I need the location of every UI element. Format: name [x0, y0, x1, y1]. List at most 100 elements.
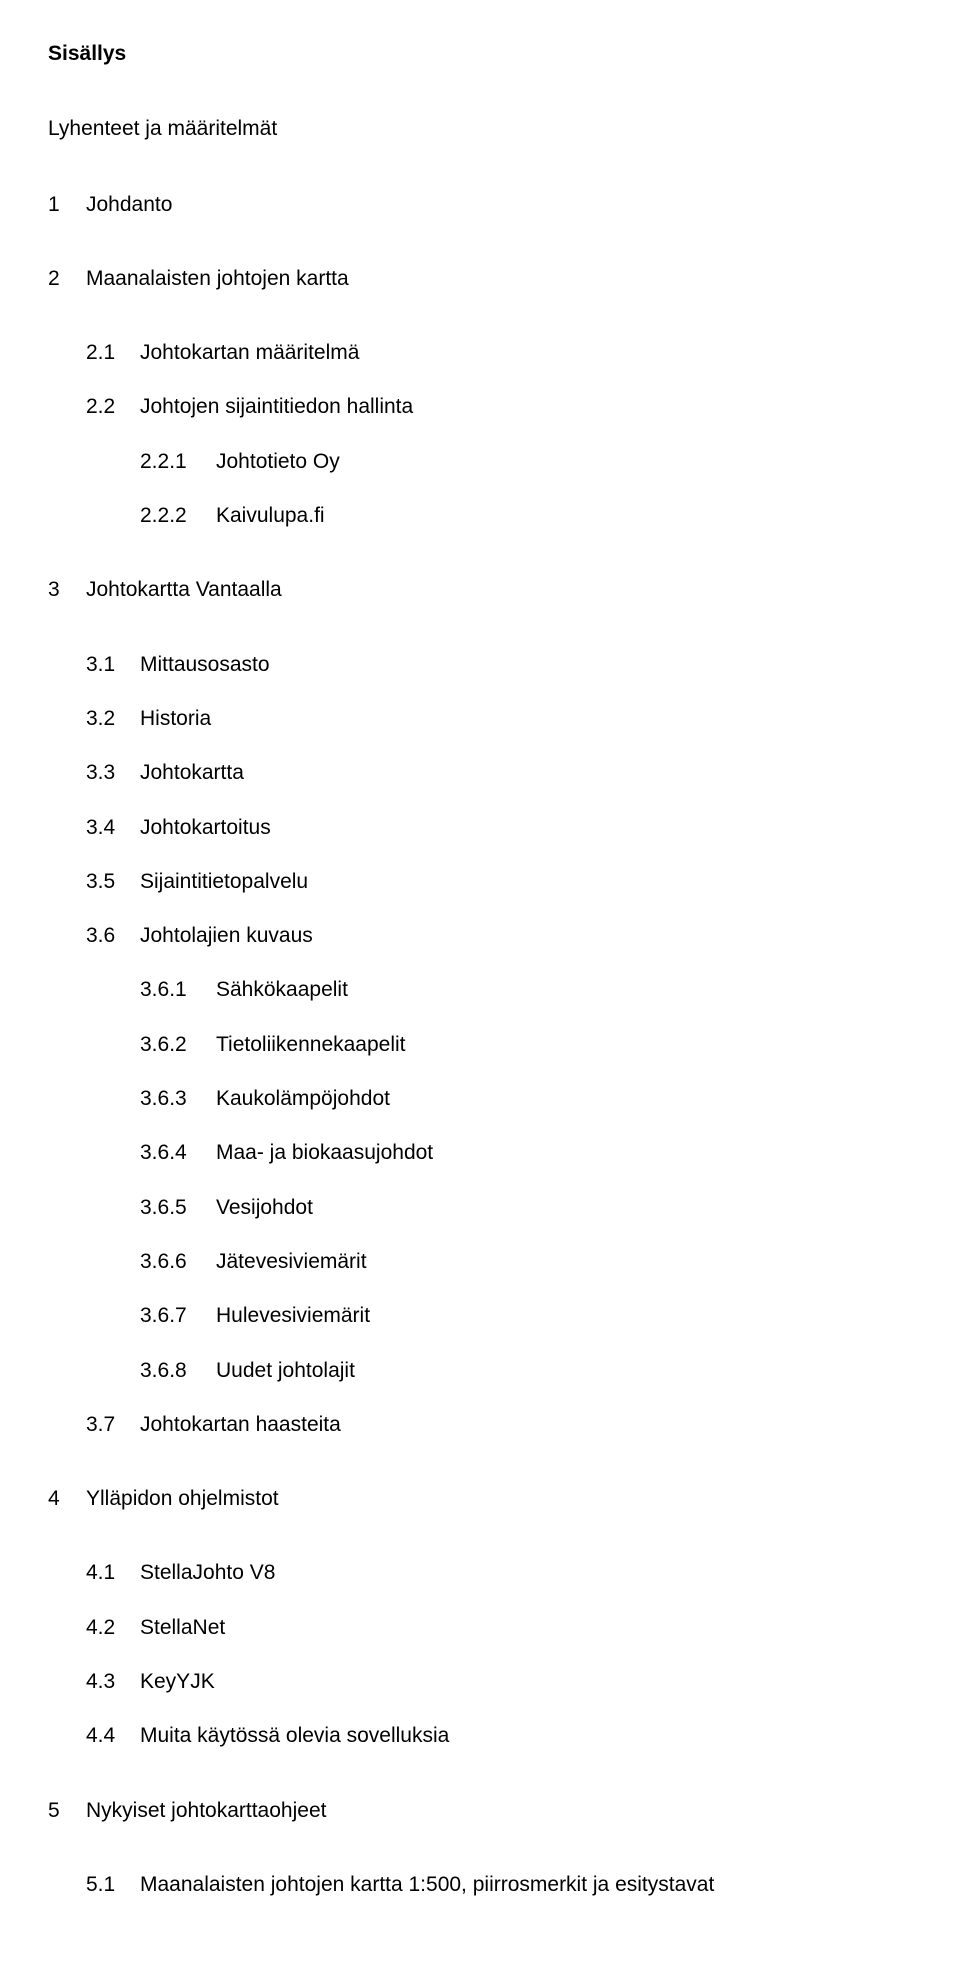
toc-entry-text: Hulevesiviemärit [216, 1302, 370, 1329]
toc-entry-text: KeyYJK [140, 1668, 215, 1695]
toc-entry: 3.3Johtokartta9 [48, 759, 960, 786]
toc-entry: 3.5Sijaintitietopalvelu16 [48, 868, 960, 895]
toc-entry-label: 4.1StellaJohto V8 [86, 1559, 275, 1586]
toc-title: Sisällys [48, 40, 960, 67]
toc-entry-label: 5.1Maanalaisten johtojen kartta 1:500, p… [86, 1871, 714, 1898]
section-gap [48, 1539, 960, 1559]
toc-entry-text: Historia [140, 705, 211, 732]
toc-entry-text: Johtokartta Vantaalla [86, 576, 282, 603]
toc-entry: 5Nykyiset johtokarttaohjeet31 [48, 1797, 960, 1824]
toc-entry-label: 2Maanalaisten johtojen kartta [48, 265, 349, 292]
toc-entry-label: 2.2.1Johtotieto Oy [140, 448, 340, 475]
toc-entry-text: Maanalaisten johtojen kartta 1:500, piir… [140, 1871, 714, 1898]
toc-entry-number: 3.6.2 [140, 1031, 216, 1058]
toc-entry-label: 4.4Muita käytössä olevia sovelluksia [86, 1722, 449, 1749]
toc-entry-label: 3.7Johtokartan haasteita [86, 1411, 341, 1438]
toc-entry-number: 2.2.1 [140, 448, 216, 475]
toc-entry-number: 2.2.2 [140, 502, 216, 529]
toc-entry-number: 3.7 [86, 1411, 140, 1438]
toc-entry-text: Johtokartta [140, 759, 244, 786]
toc-entry-number: 3.4 [86, 814, 140, 841]
toc-entry-label: 3Johtokartta Vantaalla [48, 576, 282, 603]
toc-entry-label: 3.5Sijaintitietopalvelu [86, 868, 308, 895]
section-gap [48, 1851, 960, 1871]
toc-entry-text: Kaivulupa.fi [216, 502, 325, 529]
toc-entry: 4.3KeyYJK30 [48, 1668, 960, 1695]
toc-entry-number: 3.6.6 [140, 1248, 216, 1275]
toc-entry-text: Mittausosasto [140, 651, 270, 678]
toc-entry: 3.2Historia9 [48, 705, 960, 732]
section-gap [48, 1777, 960, 1797]
toc-entry-label: 3.6.3Kaukolämpöjohdot [140, 1085, 390, 1112]
toc-entry-label: 4.2StellaNet [86, 1614, 225, 1641]
toc-entry-number: 4.1 [86, 1559, 140, 1586]
toc-entry-text: Sähkökaapelit [216, 976, 348, 1003]
toc-entry-number: 3.6.5 [140, 1194, 216, 1221]
toc-entry: 2.2.1Johtotieto Oy6 [48, 448, 960, 475]
toc-entry-number: 4.4 [86, 1722, 140, 1749]
toc-entry-text: StellaJohto V8 [140, 1559, 275, 1586]
toc-entry-label: 2.1Johtokartan määritelmä [86, 339, 359, 366]
toc-entry-label: 2.2Johtojen sijaintitiedon hallinta [86, 393, 413, 420]
toc-entry: 4Ylläpidon ohjelmistot29 [48, 1485, 960, 1512]
toc-entry-number: 3.6.8 [140, 1357, 216, 1384]
toc-entry-number: 1 [48, 191, 86, 218]
toc-entry: 3.7Johtokartan haasteita27 [48, 1411, 960, 1438]
section-gap [48, 1465, 960, 1485]
toc-entry: 3.6.5Vesijohdot22 [48, 1194, 960, 1221]
section-gap [48, 319, 960, 339]
toc-entry-number: 3.3 [86, 759, 140, 786]
toc-entry-label: 3.6.7Hulevesiviemärit [140, 1302, 370, 1329]
toc-entry-number: 2.2 [86, 393, 140, 420]
toc-entry-label: 4.3KeyYJK [86, 1668, 215, 1695]
toc-entry-number: 5.1 [86, 1871, 140, 1898]
toc-entry: 2.2Johtojen sijaintitiedon hallinta5 [48, 393, 960, 420]
toc-entry: 3.6.3Kaukolämpöjohdot20 [48, 1085, 960, 1112]
toc-entry-number: 2 [48, 265, 86, 292]
toc-entry-number: 4.3 [86, 1668, 140, 1695]
toc-entry-number: 3 [48, 576, 86, 603]
front-matter: Lyhenteet ja määritelmät [48, 115, 960, 142]
toc-list: 1Johdanto12Maanalaisten johtojen kartta3… [48, 191, 960, 1899]
toc-entry: 3.6.2Tietoliikennekaapelit19 [48, 1031, 960, 1058]
toc-entry-label: 3.6.6Jätevesiviemärit [140, 1248, 367, 1275]
toc-entry: 2.1Johtokartan määritelmä3 [48, 339, 960, 366]
toc-entry: 3.6.7Hulevesiviemärit24 [48, 1302, 960, 1329]
toc-entry-text: Ylläpidon ohjelmistot [86, 1485, 279, 1512]
toc-entry-text: Tietoliikennekaapelit [216, 1031, 406, 1058]
toc-entry-number: 3.6.1 [140, 976, 216, 1003]
toc-entry-text: Kaukolämpöjohdot [216, 1085, 390, 1112]
toc-entry-number: 3.6 [86, 922, 140, 949]
toc-entry-number: 4.2 [86, 1614, 140, 1641]
toc-entry: 3Johtokartta Vantaalla8 [48, 576, 960, 603]
toc-entry-label: 1Johdanto [48, 191, 172, 218]
toc-entry-text: Johdanto [86, 191, 172, 218]
toc-entry-number: 3.6.4 [140, 1139, 216, 1166]
toc-entry-text: Vesijohdot [216, 1194, 313, 1221]
toc-entry-text: Maanalaisten johtojen kartta [86, 265, 349, 292]
toc-entry: 2Maanalaisten johtojen kartta3 [48, 265, 960, 292]
toc-entry: 3.6.4Maa- ja biokaasujohdot21 [48, 1139, 960, 1166]
toc-entry-text: Johtotieto Oy [216, 448, 340, 475]
toc-entry: 3.4Johtokartoitus15 [48, 814, 960, 841]
toc-entry-label: 3.6Johtolajien kuvaus [86, 922, 313, 949]
toc-entry-text: Johtokartan määritelmä [140, 339, 359, 366]
toc-entry-label: 5Nykyiset johtokarttaohjeet [48, 1797, 326, 1824]
toc-entry-text: Maa- ja biokaasujohdot [216, 1139, 433, 1166]
toc-entry-label: 3.6.2Tietoliikennekaapelit [140, 1031, 406, 1058]
toc-entry-number: 2.1 [86, 339, 140, 366]
section-gap [48, 556, 960, 576]
toc-entry-text: Sijaintitietopalvelu [140, 868, 308, 895]
toc-entry-label: 3.1Mittausosasto [86, 651, 270, 678]
toc-entry: 4.4Muita käytössä olevia sovelluksia30 [48, 1722, 960, 1749]
toc-entry-number: 3.1 [86, 651, 140, 678]
toc-entry-number: 3.2 [86, 705, 140, 732]
toc-entry-label: 4Ylläpidon ohjelmistot [48, 1485, 279, 1512]
toc-entry: 4.1StellaJohto V829 [48, 1559, 960, 1586]
toc-entry-number: 5 [48, 1797, 86, 1824]
toc-entry-number: 3.6.7 [140, 1302, 216, 1329]
toc-entry: 3.6.6Jätevesiviemärit23 [48, 1248, 960, 1275]
section-gap [48, 245, 960, 265]
toc-entry: 3.6.1Sähkökaapelit18 [48, 976, 960, 1003]
toc-entry: 3.1Mittausosasto8 [48, 651, 960, 678]
